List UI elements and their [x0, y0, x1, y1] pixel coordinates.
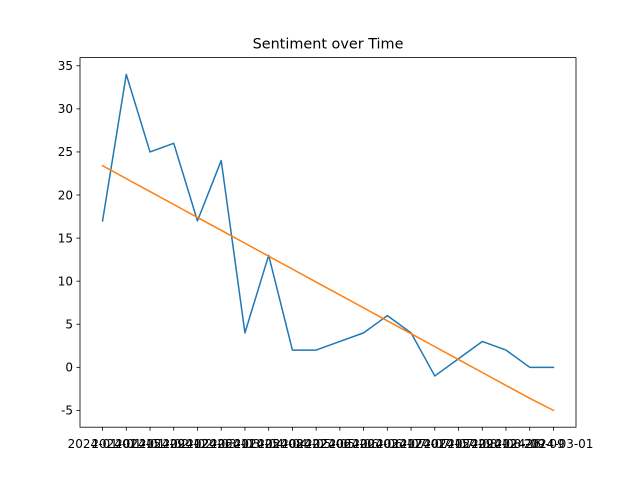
x-tick-label: 2024-03-25 [210, 437, 280, 451]
chart-title: Sentiment over Time [253, 37, 404, 53]
x-tick-label: 2024-07-29 [424, 437, 494, 451]
x-tick-label: 2024-06-17 [352, 437, 422, 451]
x-tick-label: 2024-08-26 [471, 437, 541, 451]
series-line-2 [101, 164, 555, 412]
y-tick-label: 35 [58, 59, 73, 73]
x-tick-label: 2024-02-12 [139, 437, 209, 451]
x-tick-label: 2024-03-11 [186, 437, 256, 451]
y-tick-label: -5 [61, 404, 73, 418]
x-tick-label: 2024-09-09 [495, 437, 565, 451]
x-tick-label: 2024-03-01 [524, 437, 594, 451]
x-tick-label: 2024-04-08 [234, 437, 304, 451]
y-tick-label: 15 [58, 231, 73, 245]
x-tick-label: 2024-08-12 [447, 437, 517, 451]
y-tick-label: 5 [65, 318, 73, 332]
x-tick-label: 2024-01-15 [91, 437, 161, 451]
series-line-1 [101, 73, 555, 377]
x-tick-label: 2024-04-22 [258, 437, 328, 451]
y-tick-label: 30 [58, 102, 73, 116]
x-tick-label: 2024-02-26 [163, 437, 233, 451]
y-tick-label: 25 [58, 145, 73, 159]
x-tick-label: 2024-01-29 [115, 437, 185, 451]
x-tick-label: 2024-06-03 [329, 437, 399, 451]
y-tick-label: 0 [65, 361, 73, 375]
x-tick-label: 2024-01-01 [68, 437, 138, 451]
x-tick-label: 2024-07-15 [400, 437, 470, 451]
x-tick-label: 2024-05-06 [281, 437, 351, 451]
plot-area: -5051015202530352024-01-012024-01-152024… [58, 57, 594, 451]
y-tick-label: 20 [58, 188, 73, 202]
x-tick-label: 2024-05-20 [305, 437, 375, 451]
axes-frame [79, 57, 577, 428]
y-tick-label: 10 [58, 274, 73, 288]
x-tick-label: 2024-07-01 [376, 437, 446, 451]
